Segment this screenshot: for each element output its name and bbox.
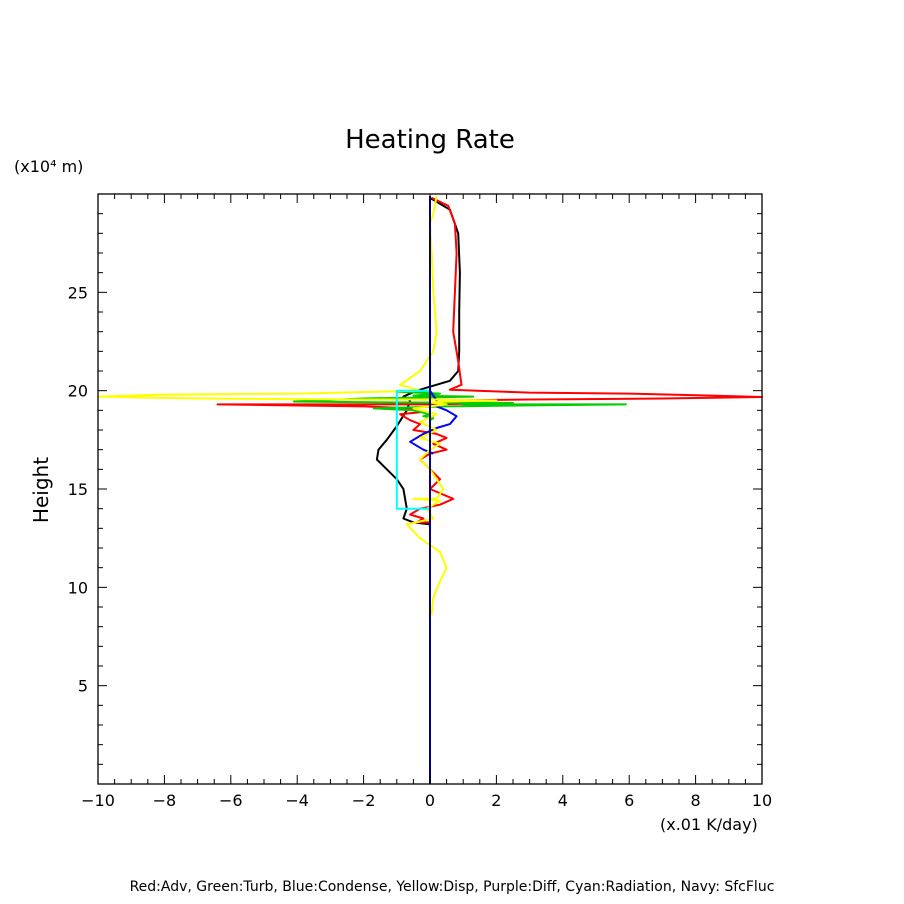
x-tick-label: −2 bbox=[352, 791, 376, 810]
x-tick-label: −4 bbox=[285, 791, 309, 810]
y-tick-label: 20 bbox=[68, 382, 88, 401]
series-total-line bbox=[375, 197, 461, 526]
x-unit-label: (x.01 K/day) bbox=[660, 815, 758, 834]
x-tick-label: −10 bbox=[81, 791, 115, 810]
legend-caption: Red:Adv, Green:Turb, Blue:Condense, Yell… bbox=[130, 879, 775, 895]
y-axis-label: Height bbox=[29, 457, 53, 523]
x-tick-label: −6 bbox=[219, 791, 243, 810]
y-tick-label: 15 bbox=[68, 480, 88, 499]
series-disp-line bbox=[97, 195, 498, 615]
y-tick-label: 5 bbox=[78, 677, 88, 696]
series-layer bbox=[97, 195, 763, 784]
axes-layer: −10 −8 −6 −4 −2 0 2 4 6 8 10 5 10 15 20 25 bbox=[68, 193, 772, 810]
chart-title: Heating Rate bbox=[345, 125, 515, 155]
x-tick-label: −8 bbox=[153, 791, 177, 810]
x-tick-label: 8 bbox=[691, 791, 701, 810]
x-tick-label: 10 bbox=[752, 791, 772, 810]
x-tick-label: 0 bbox=[425, 791, 435, 810]
x-tick-label: 2 bbox=[491, 791, 501, 810]
y-unit-label: (x10⁴ m) bbox=[14, 157, 83, 176]
x-tick-label: 6 bbox=[624, 791, 634, 810]
y-tick-label: 10 bbox=[68, 578, 88, 597]
x-tick-label: 4 bbox=[558, 791, 568, 810]
y-tick-label: 25 bbox=[68, 283, 88, 302]
series-adv-line bbox=[216, 196, 763, 524]
